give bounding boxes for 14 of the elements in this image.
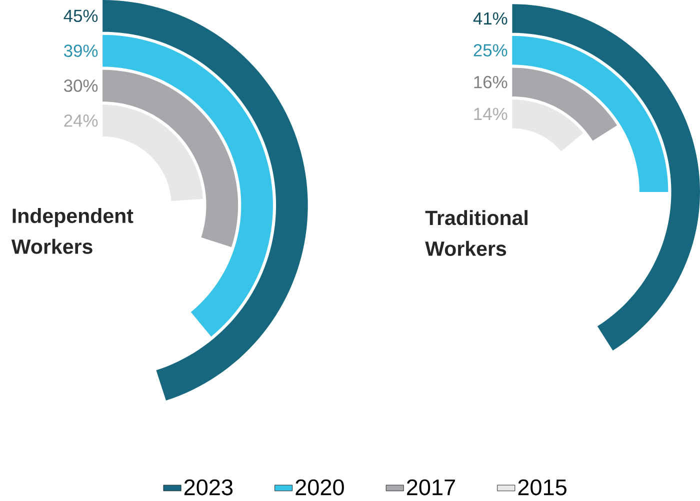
data-label: 25%: [474, 44, 508, 57]
category-label: Independent Workers: [11, 208, 134, 254]
data-label: 39%: [64, 44, 98, 58]
legend-label: 2015: [518, 479, 566, 496]
data-label: 14%: [474, 108, 508, 120]
category-label: Traditional Workers: [425, 210, 528, 256]
legend-label: 2023: [184, 479, 233, 496]
data-label: 16%: [474, 76, 508, 88]
legend-label: 2017: [407, 479, 455, 496]
data-label: 45%: [64, 10, 98, 22]
data-label: 41%: [473, 12, 508, 25]
data-label: 30%: [64, 80, 98, 92]
data-label: 24%: [64, 114, 98, 127]
legend-label: 2020: [296, 479, 344, 496]
